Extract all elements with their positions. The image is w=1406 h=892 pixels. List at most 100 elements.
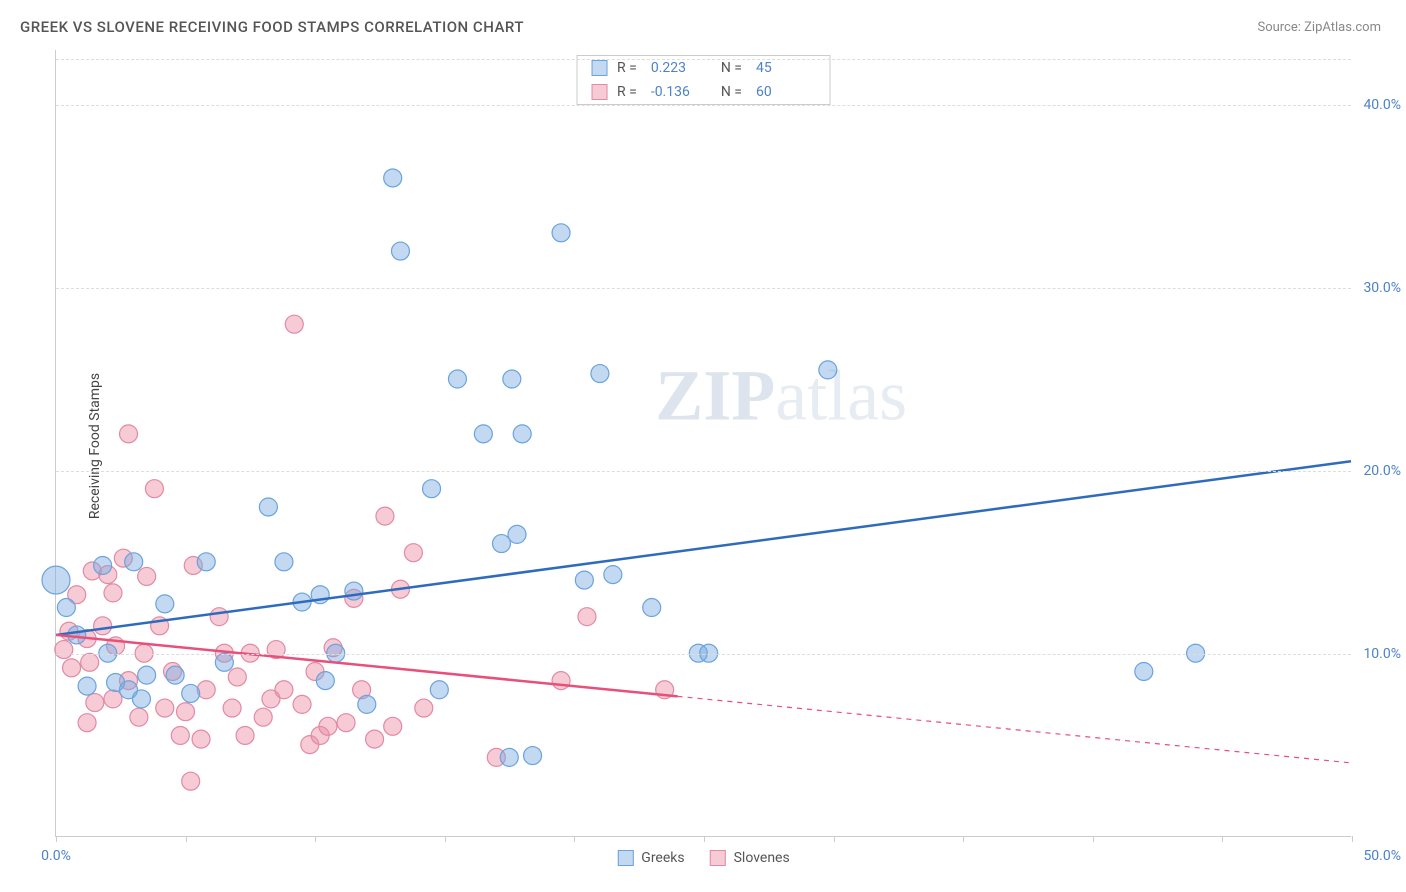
scatter-point-greek — [197, 553, 215, 571]
scatter-point-greek — [391, 242, 409, 260]
scatter-point-greek — [552, 224, 570, 242]
scatter-point-slovene — [415, 699, 433, 717]
x-tick — [56, 836, 57, 842]
scatter-point-slovene — [156, 699, 174, 717]
scatter-point-slovene — [171, 726, 189, 744]
x-tick — [445, 836, 446, 842]
scatter-point-greek — [423, 480, 441, 498]
gridline-h — [56, 288, 1351, 289]
chart-svg — [56, 50, 1351, 836]
scatter-point-greek — [513, 425, 531, 443]
scatter-point-greek — [1135, 662, 1153, 680]
legend-stats-row: R = -0.136 N = 60 — [577, 80, 830, 104]
scatter-point-greek — [345, 582, 363, 600]
legend-series-label: Slovenes — [734, 850, 790, 866]
scatter-point-greek — [604, 566, 622, 584]
scatter-point-greek — [182, 684, 200, 702]
x-tick — [963, 836, 964, 842]
scatter-point-greek — [215, 653, 233, 671]
legend-swatch — [591, 60, 607, 76]
scatter-point-greek — [42, 566, 70, 594]
scatter-point-slovene — [293, 695, 311, 713]
scatter-point-greek — [503, 370, 521, 388]
scatter-point-slovene — [384, 717, 402, 735]
legend-r-value: -0.136 — [651, 84, 701, 100]
x-tick — [1352, 836, 1353, 842]
legend-n-value: 60 — [756, 84, 806, 100]
x-tick-label: 50.0% — [1363, 848, 1401, 864]
scatter-point-slovene — [197, 681, 215, 699]
y-tick-label: 40.0% — [1363, 97, 1401, 113]
legend-stats: R = 0.223 N = 45 R = -0.136 N = 60 — [576, 55, 831, 105]
scatter-point-slovene — [81, 653, 99, 671]
legend-series-item: Slovenes — [710, 850, 790, 866]
legend-series-item: Greeks — [617, 850, 684, 866]
scatter-point-slovene — [578, 608, 596, 626]
scatter-point-greek — [575, 571, 593, 589]
gridline-h — [56, 59, 1351, 60]
scatter-point-slovene — [404, 544, 422, 562]
scatter-point-greek — [500, 748, 518, 766]
gridline-h — [56, 471, 1351, 472]
scatter-point-slovene — [63, 659, 81, 677]
scatter-point-greek — [68, 626, 86, 644]
scatter-point-slovene — [130, 708, 148, 726]
scatter-point-greek — [591, 365, 609, 383]
y-tick-label: 20.0% — [1363, 463, 1401, 479]
gridline-h — [56, 654, 1351, 655]
x-tick — [1222, 836, 1223, 842]
scatter-point-slovene — [236, 726, 254, 744]
scatter-point-greek — [94, 556, 112, 574]
trend-line-greek — [56, 461, 1351, 635]
scatter-point-slovene — [275, 681, 293, 699]
y-tick-label: 10.0% — [1363, 646, 1401, 662]
scatter-point-slovene — [376, 507, 394, 525]
legend-swatch — [617, 850, 633, 866]
x-tick — [186, 836, 187, 842]
legend-series: Greeks Slovenes — [617, 850, 789, 866]
scatter-point-slovene — [55, 641, 73, 659]
x-tick — [574, 836, 575, 842]
trend-line-dashed-slovene — [678, 696, 1351, 763]
scatter-point-greek — [78, 677, 96, 695]
scatter-point-greek — [358, 695, 376, 713]
chart-title: GREEK VS SLOVENE RECEIVING FOOD STAMPS C… — [20, 18, 524, 36]
scatter-point-slovene — [254, 708, 272, 726]
scatter-point-greek — [508, 525, 526, 543]
x-tick — [315, 836, 316, 842]
scatter-point-slovene — [223, 699, 241, 717]
scatter-point-greek — [138, 666, 156, 684]
scatter-point-slovene — [120, 425, 138, 443]
chart-container: GREEK VS SLOVENE RECEIVING FOOD STAMPS C… — [0, 0, 1406, 892]
legend-series-label: Greeks — [641, 850, 684, 866]
scatter-point-greek — [275, 553, 293, 571]
scatter-point-slovene — [94, 617, 112, 635]
legend-n-label: N = — [721, 84, 742, 100]
legend-n-value: 45 — [756, 60, 806, 76]
scatter-point-slovene — [366, 730, 384, 748]
scatter-point-slovene — [210, 608, 228, 626]
scatter-point-greek — [316, 672, 334, 690]
scatter-point-slovene — [78, 714, 96, 732]
scatter-point-greek — [166, 666, 184, 684]
scatter-point-slovene — [104, 690, 122, 708]
scatter-point-greek — [643, 599, 661, 617]
scatter-point-slovene — [337, 714, 355, 732]
scatter-point-slovene — [177, 703, 195, 721]
scatter-point-greek — [156, 595, 174, 613]
scatter-point-greek — [132, 690, 150, 708]
scatter-point-greek — [57, 599, 75, 617]
legend-r-label: R = — [617, 60, 637, 76]
scatter-point-slovene — [552, 672, 570, 690]
x-tick — [1093, 836, 1094, 842]
scatter-point-slovene — [192, 730, 210, 748]
scatter-point-slovene — [138, 567, 156, 585]
scatter-point-slovene — [86, 694, 104, 712]
scatter-point-slovene — [285, 315, 303, 333]
scatter-point-slovene — [319, 717, 337, 735]
x-tick — [704, 836, 705, 842]
scatter-point-greek — [384, 169, 402, 187]
legend-swatch — [710, 850, 726, 866]
legend-n-label: N = — [721, 60, 742, 76]
legend-r-label: R = — [617, 84, 637, 100]
